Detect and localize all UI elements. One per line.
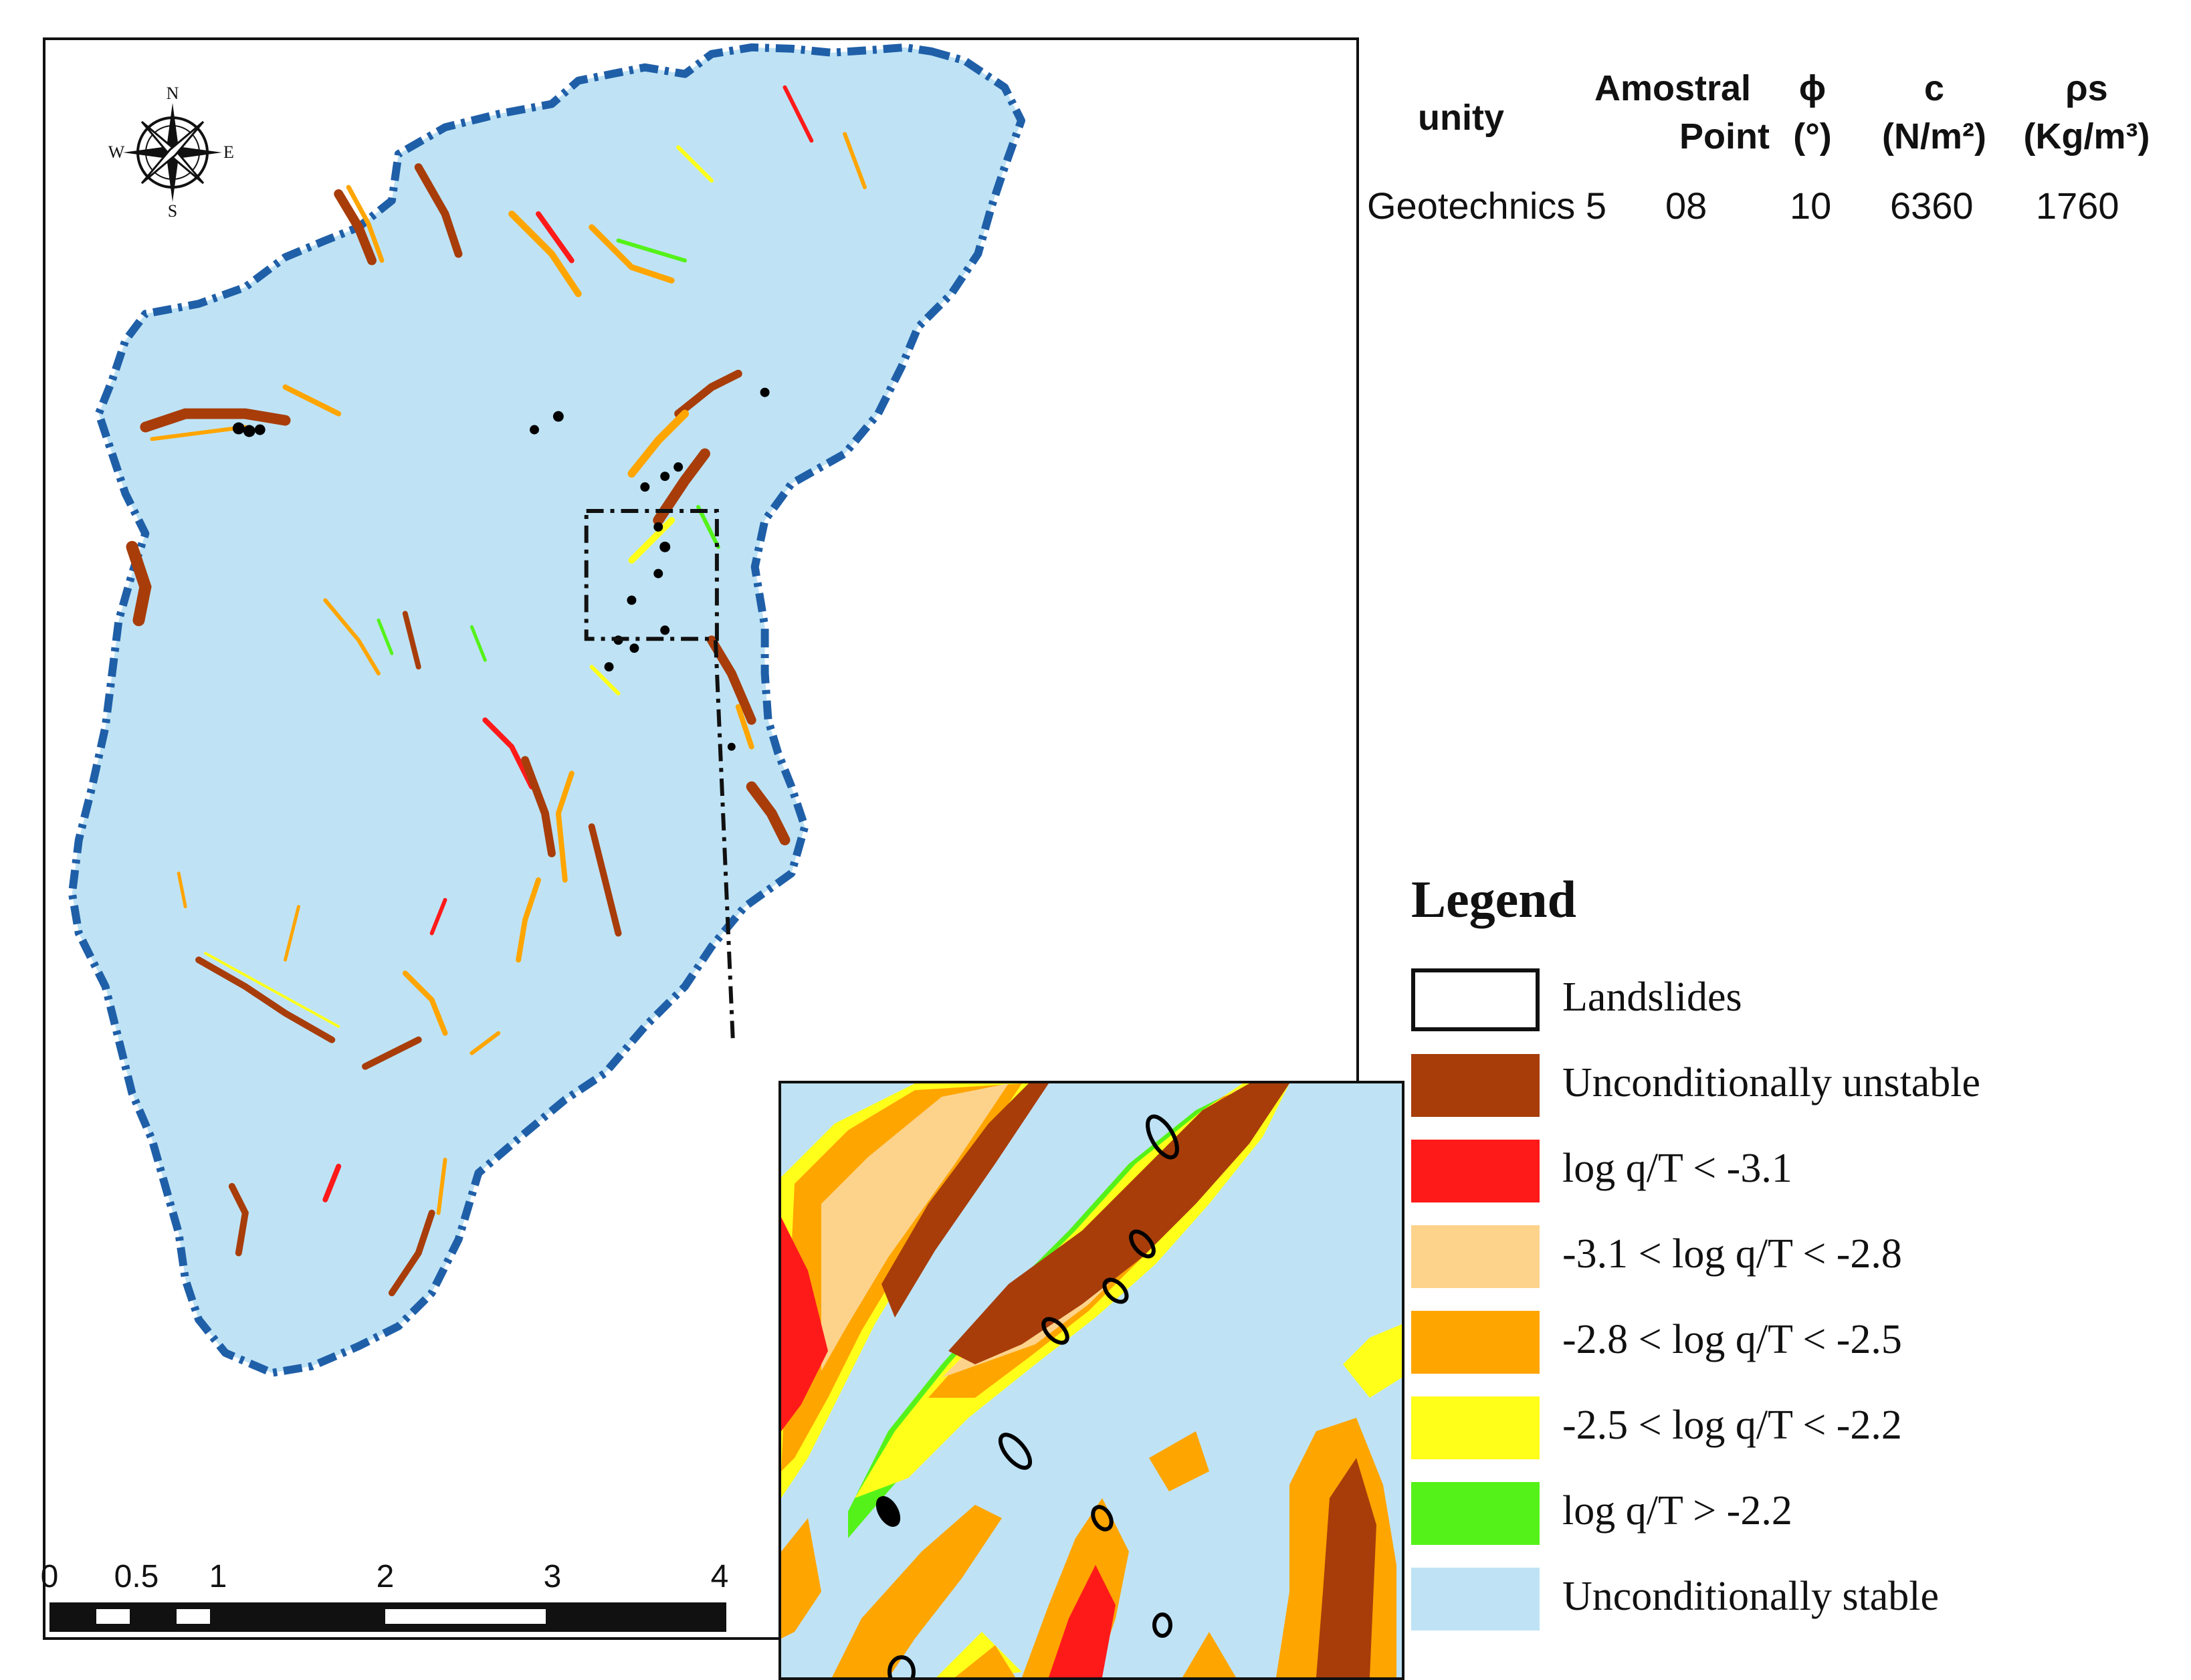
table-header-amostral: Amostral Point <box>1576 64 1770 161</box>
table-cell-unity: Geotechnics 5 <box>1367 185 1606 227</box>
table-cell-c: 6360 <box>1890 185 1974 227</box>
table-header-rho-line1: ρs <box>2065 68 2108 108</box>
legend-swatch <box>1411 1225 1540 1288</box>
inset-detail-map <box>778 1081 1404 1680</box>
legend-label: Unconditionally unstable <box>1562 1060 1981 1106</box>
table-header-rho-line2: (Kg/m³) <box>2023 116 2150 156</box>
table-header-c-line1: c <box>1923 68 1945 108</box>
inset-landslide-outlines <box>875 1114 1179 1677</box>
legend-label: -2.5 < log q/T < -2.2 <box>1562 1402 1902 1448</box>
watershed-area <box>68 43 1026 1377</box>
legend-label: log q/T < -3.1 <box>1562 1146 1792 1191</box>
scale-segment <box>177 1609 210 1624</box>
legend-item: log q/T < -3.1 <box>1411 1140 2147 1206</box>
scale-tick-label: 0 <box>40 1559 59 1594</box>
legend-swatch <box>1411 1140 1540 1202</box>
legend-item: log q/T > -2.2 <box>1411 1482 2147 1549</box>
scale-tick-label: 0.5 <box>114 1559 159 1594</box>
legend-label: log q/T > -2.2 <box>1562 1488 1792 1534</box>
instability-zones <box>126 85 867 1297</box>
table-header-phi: ϕ (°) <box>1786 64 1839 161</box>
scale-segment <box>96 1609 130 1624</box>
scale-segment <box>385 1609 546 1624</box>
main-map: N S E W <box>43 37 1404 1680</box>
inset-instability-zones <box>781 1083 1402 1677</box>
scale-track <box>49 1602 726 1632</box>
table-header-rho: ρs (Kg/m³) <box>2006 64 2167 161</box>
legend-swatch <box>1411 1482 1540 1545</box>
scale-tick-label: 1 <box>209 1559 227 1594</box>
legend-label: -2.8 < log q/T < -2.5 <box>1562 1317 1902 1362</box>
legend-swatch <box>1411 1568 1540 1631</box>
legend-swatch <box>1411 1396 1540 1459</box>
compass-west-label: W <box>108 142 125 162</box>
legend-swatch <box>1411 968 1540 1031</box>
scale-bar: 0 0.5 1 2 3 4 <box>40 1558 738 1639</box>
table-header-amostral-line1: Amostral <box>1594 68 1752 108</box>
legend-label: Unconditionally stable <box>1562 1574 1940 1619</box>
table-header-phi-line2: (°) <box>1793 116 1832 156</box>
zoom-extent-box <box>584 509 719 641</box>
table-header-phi-line1: ϕ <box>1798 68 1827 108</box>
north-arrow-compass-icon: N S E W <box>108 87 234 218</box>
watershed-map <box>68 43 1026 1377</box>
legend-item: Unconditionally stable <box>1411 1568 2147 1635</box>
table-cell-amostral-point: 08 <box>1665 185 1707 227</box>
legend-item: -3.1 < log q/T < -2.8 <box>1411 1225 2147 1292</box>
scale-tick-label: 4 <box>710 1559 729 1594</box>
table-header-amostral-line2: Point <box>1679 116 1770 156</box>
compass-east-label: E <box>223 142 234 162</box>
inset-detail-svg <box>781 1083 1402 1677</box>
legend-label: Landslides <box>1562 974 1742 1020</box>
legend-title: Legend <box>1411 870 1577 928</box>
scale-tick-label: 3 <box>543 1559 562 1594</box>
zoom-leader-line <box>713 640 735 1040</box>
legend-item: -2.5 < log q/T < -2.2 <box>1411 1396 2147 1463</box>
table-cell-rho: 1760 <box>2036 185 2119 227</box>
table-cell-phi: 10 <box>1790 185 1832 227</box>
legend-item: -2.8 < log q/T < -2.5 <box>1411 1311 2147 1378</box>
table-header-c-line2: (N/m²) <box>1882 116 1986 156</box>
compass-south-label: S <box>168 201 177 218</box>
legend-item: Landslides <box>1411 968 2147 1035</box>
legend-swatch <box>1411 1054 1540 1117</box>
legend-item: Unconditionally unstable <box>1411 1054 2147 1121</box>
legend-swatch <box>1411 1311 1540 1374</box>
scale-tick-label: 2 <box>376 1559 395 1594</box>
table-header-unity: unity <box>1418 98 1504 138</box>
table-header-c: c (N/m²) <box>1873 64 1996 161</box>
legend-label: -3.1 < log q/T < -2.8 <box>1562 1231 1902 1277</box>
compass-north-label: N <box>167 87 179 103</box>
